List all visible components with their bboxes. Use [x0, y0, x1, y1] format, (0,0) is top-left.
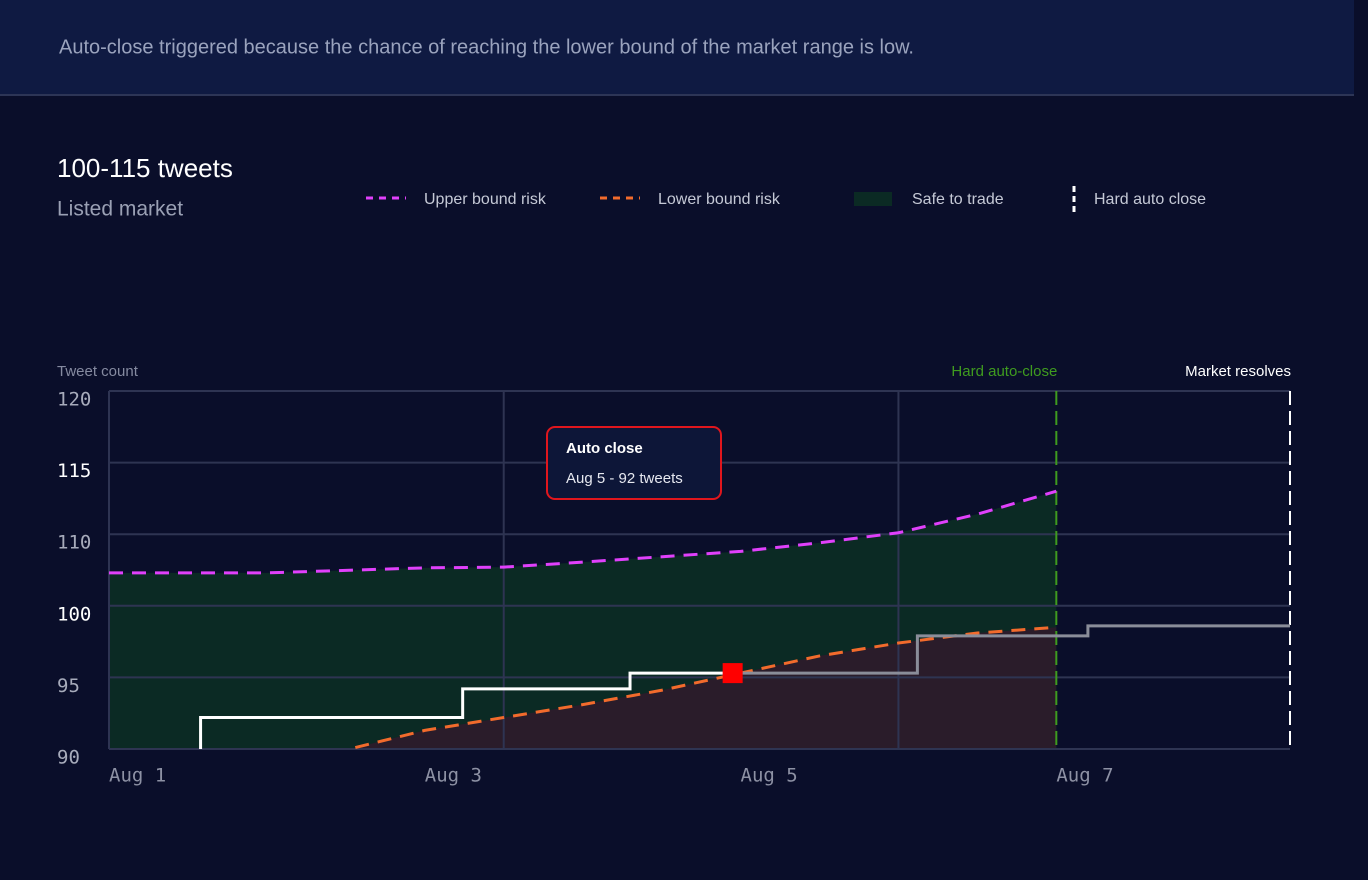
risk-line: [354, 625, 1057, 750]
y-tick-label: 120: [57, 389, 91, 411]
tweet-count-line: [732, 624, 1290, 675]
y-tick-label: 115: [57, 460, 91, 482]
y-tick-label: 110: [57, 532, 91, 554]
y-tick-label: 100: [57, 603, 91, 625]
tweet-count-line: [199, 671, 733, 749]
banner: [0, 0, 1354, 95]
marker-label: Hard auto-close: [951, 363, 1057, 380]
chart-subtitle: Listed market: [57, 198, 183, 221]
auto-close-point: [722, 663, 743, 684]
legend-label: Lower bound risk: [658, 191, 781, 208]
risk-area: [355, 627, 1057, 749]
x-tick-label: Aug 1: [109, 765, 166, 787]
legend-label: Upper bound risk: [424, 191, 547, 208]
risk-line: [109, 489, 1057, 575]
banner-text: Auto-close triggered because the chance …: [59, 36, 914, 58]
chart-title: 100-115 tweets: [57, 153, 233, 183]
legend-swatch: [854, 192, 892, 206]
tooltip: [546, 426, 722, 500]
x-tick-label: Aug 3: [425, 765, 482, 787]
tooltip-text: Aug 5 - 92 tweets: [566, 470, 683, 487]
legend-label: Hard auto close: [1094, 191, 1206, 208]
x-tick-label: Aug 7: [1056, 765, 1113, 787]
tooltip-title: Auto close: [566, 440, 643, 457]
y-tick-label: 90: [57, 747, 80, 769]
marker-label: Market resolves: [1185, 363, 1291, 380]
y-tick-label: 95: [57, 675, 80, 697]
x-tick-label: Aug 5: [741, 765, 798, 787]
y-axis-label: Tweet count: [57, 363, 139, 380]
legend: Upper bound risk Lower bound risk Safe t…: [366, 186, 1206, 213]
legend-label: Safe to trade: [912, 191, 1004, 208]
plot: 90 95 100 110 115 120 Aug 1 Aug 3 Aug 5 Aug 7 Hard…: [57, 363, 1291, 787]
